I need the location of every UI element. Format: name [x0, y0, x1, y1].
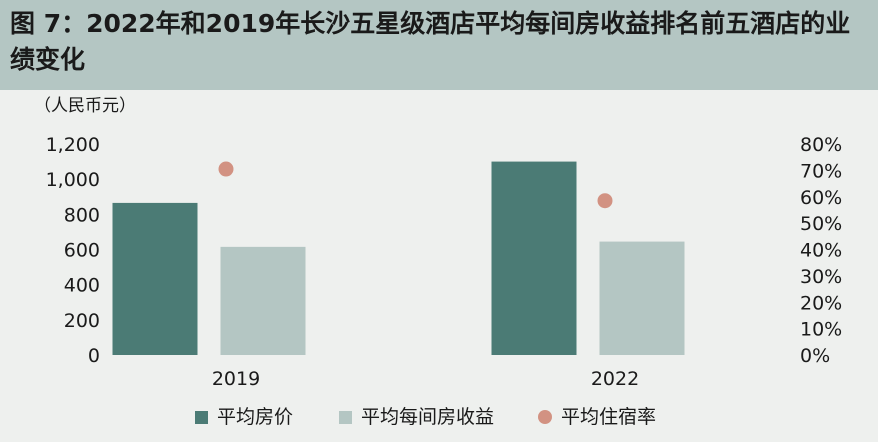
- right-axis-tick-label: 20%: [800, 292, 842, 314]
- left-axis-tick-label: 0: [88, 345, 100, 367]
- left-axis-tick-label: 1,200: [46, 134, 100, 156]
- legend-item: 平均房价: [195, 402, 293, 432]
- right-axis-tick-label: 50%: [800, 213, 842, 235]
- x-axis-category-label: 2019: [212, 368, 260, 390]
- right-axis-tick-label: 60%: [800, 187, 842, 209]
- legend-dot-marker: [538, 410, 552, 424]
- right-axis-tick-label: 30%: [800, 266, 842, 288]
- left-axis-tick-label: 400: [64, 275, 100, 297]
- bar-adr-2019: [112, 202, 198, 355]
- legend-label: 平均住宿率: [561, 406, 657, 428]
- bar-adr-2022: [491, 161, 577, 355]
- right-axis-tick-label: 70%: [800, 160, 842, 182]
- left-axis-tick-label: 1,000: [46, 169, 100, 191]
- right-axis-tick-label: 0%: [800, 345, 830, 367]
- occupancy-point-2019: [218, 161, 234, 177]
- right-axis-tick-label: 10%: [800, 319, 842, 341]
- occupancy-point-2022: [597, 193, 613, 209]
- left-axis-tick-label: 600: [64, 240, 100, 262]
- legend-label: 平均每间房收益: [361, 406, 495, 428]
- chart-legend: 平均房价 平均每间房收益 平均住宿率: [0, 402, 878, 432]
- right-axis-tick-label: 80%: [800, 134, 842, 156]
- left-axis-tick-label: 800: [64, 204, 100, 226]
- legend-item: 平均住宿率: [538, 402, 656, 432]
- x-axis-category-label: 2022: [591, 368, 639, 390]
- title-banner: 图 7：2022年和2019年长沙五星级酒店平均每间房收益排名前五酒店的业绩变化: [0, 0, 878, 90]
- right-axis-tick-label: 40%: [800, 240, 842, 262]
- legend-item: 平均每间房收益: [339, 402, 494, 432]
- chart-title: 图 7：2022年和2019年长沙五星级酒店平均每间房收益排名前五酒店的业绩变化: [10, 9, 851, 74]
- bar-revpar-2022: [599, 241, 685, 355]
- legend-square-marker: [195, 410, 208, 424]
- bar-revpar-2019: [220, 246, 306, 355]
- y-axis-unit-label: （人民币元）: [34, 96, 136, 116]
- legend-label: 平均房价: [217, 406, 294, 428]
- left-axis-tick-label: 200: [64, 310, 100, 332]
- legend-square-marker: [339, 410, 352, 424]
- chart-plot: 0 200 400 600 800 1,000 1,200 0% 10% 20% 30% 40% 50%…: [46, 134, 843, 390]
